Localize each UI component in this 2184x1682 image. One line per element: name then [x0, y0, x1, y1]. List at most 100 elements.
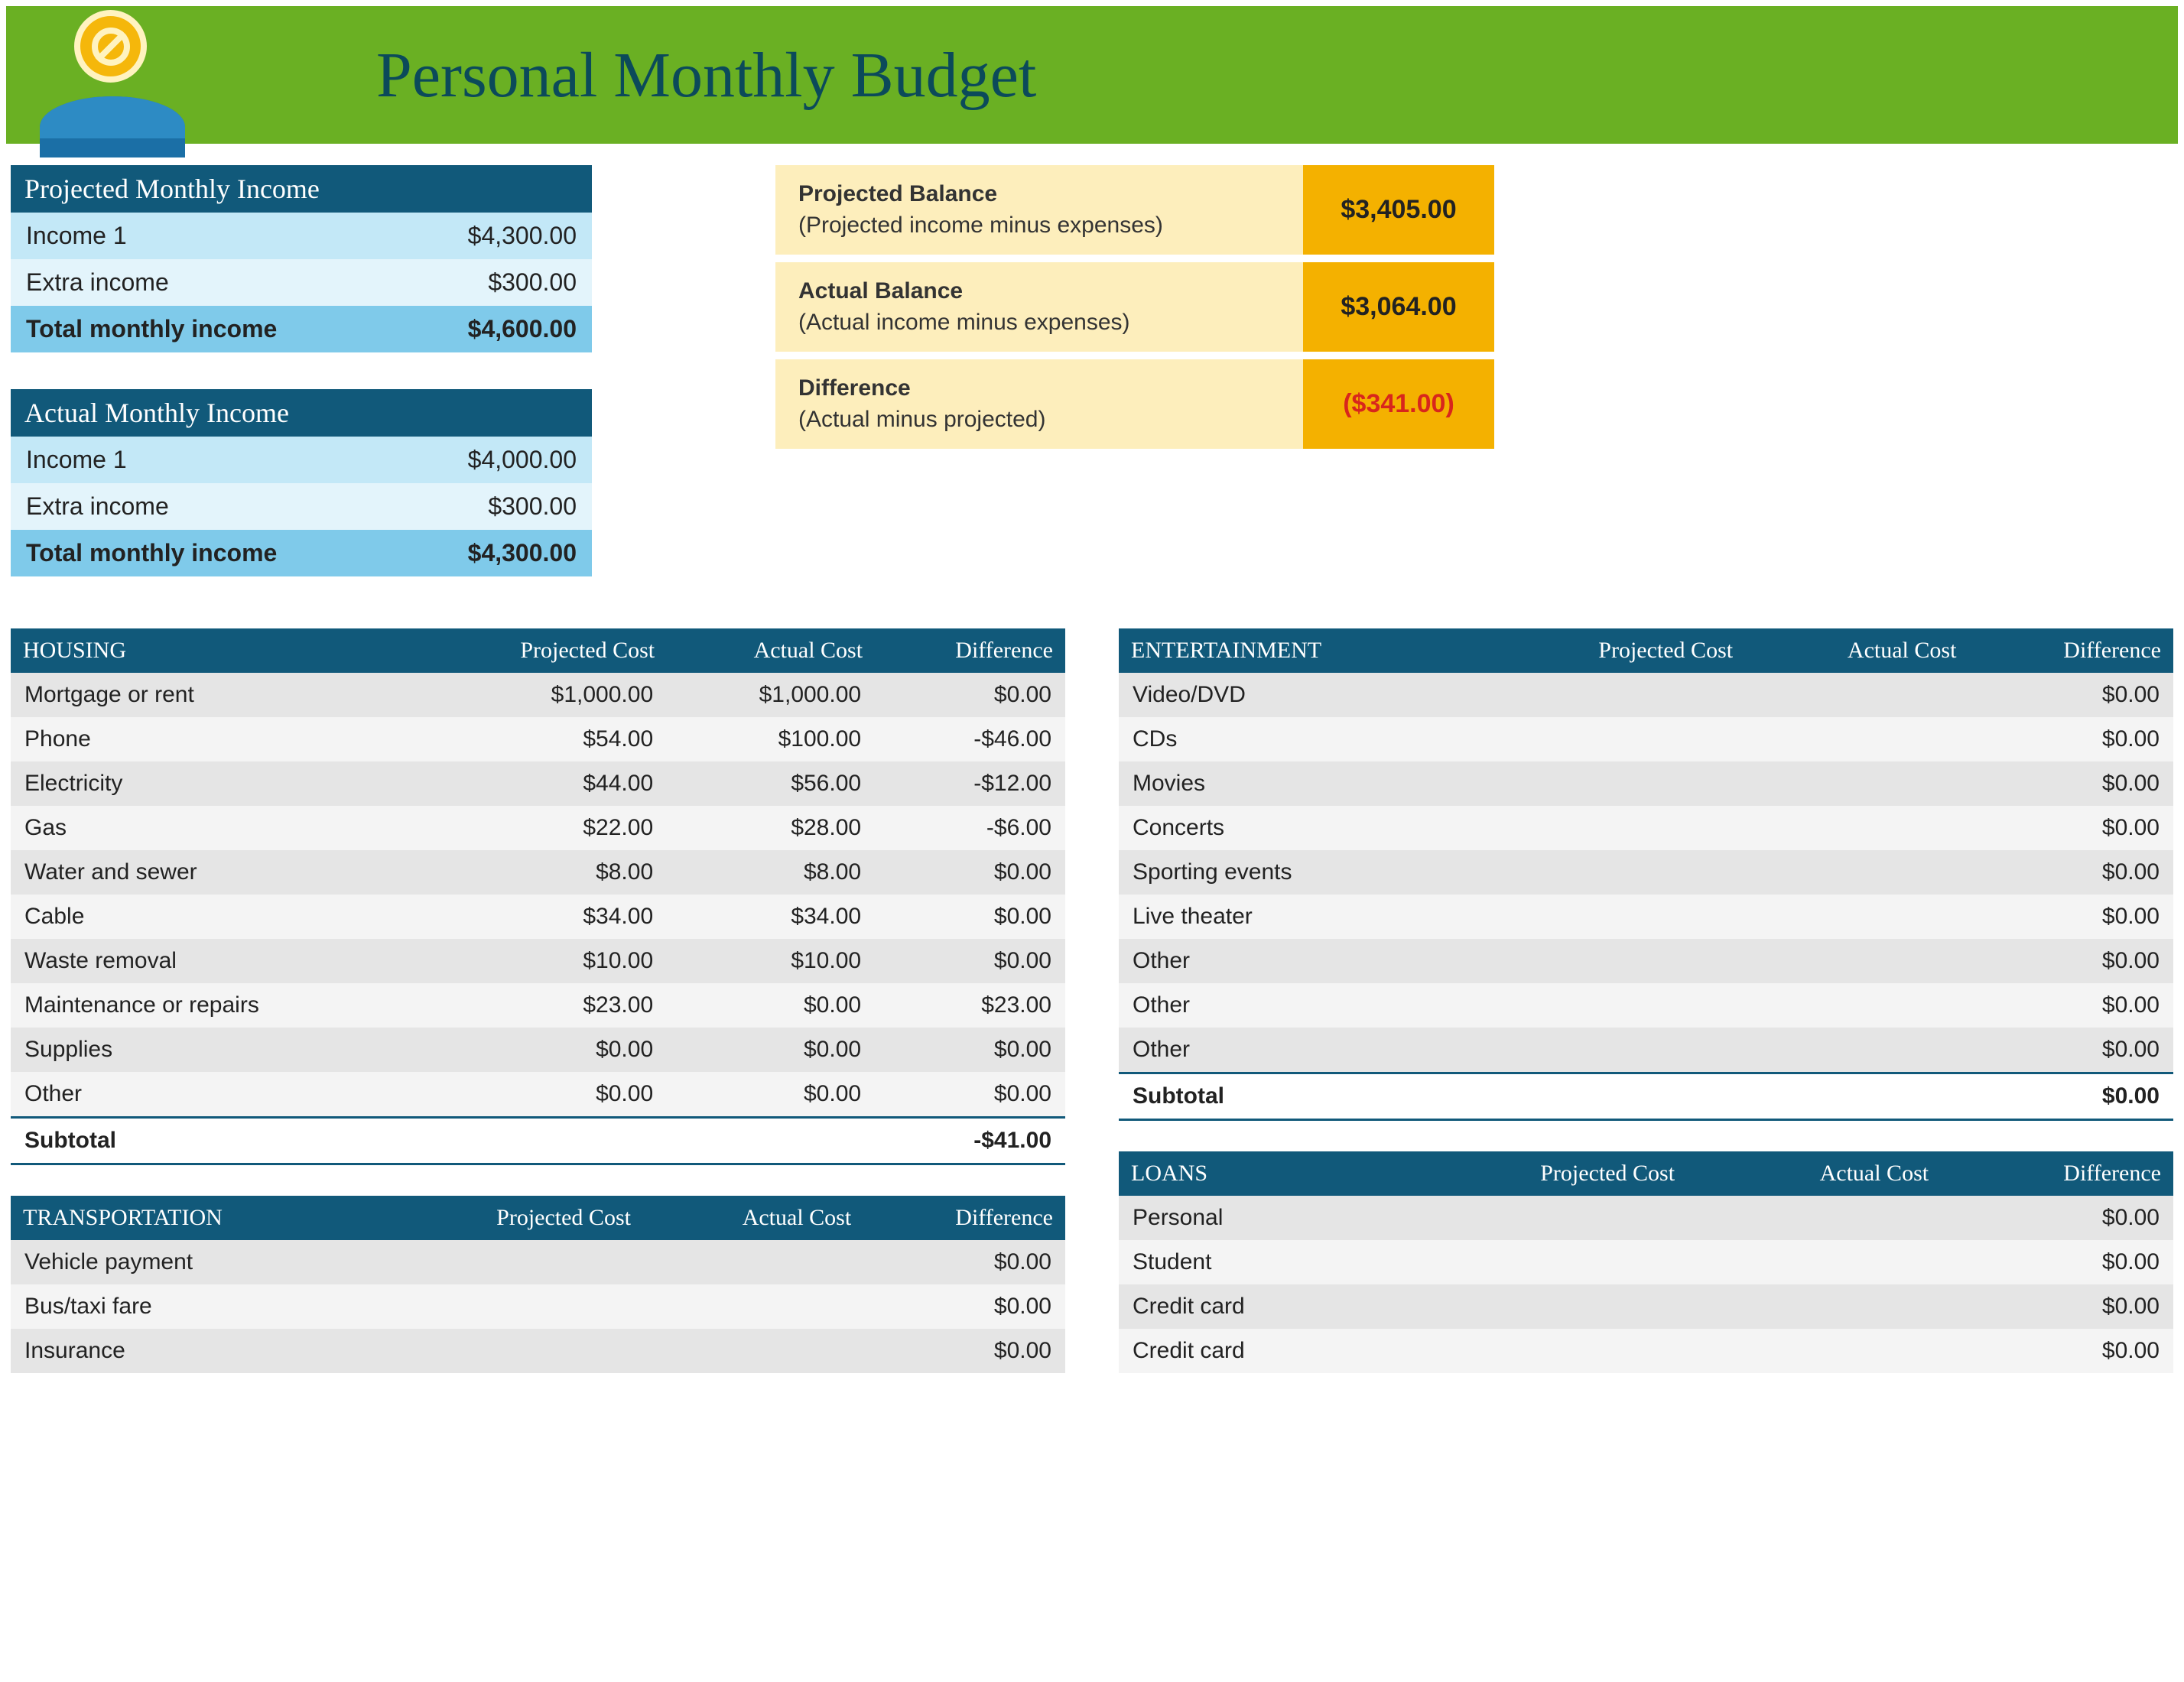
- row-value: [1479, 895, 1745, 939]
- row-value: -$12.00: [875, 761, 1065, 806]
- table-row: Electricity$44.00$56.00-$12.00: [11, 761, 1065, 806]
- row-label: Maintenance or repairs: [11, 983, 419, 1028]
- income-value: $300.00: [399, 259, 592, 306]
- row-value: -$46.00: [875, 717, 1065, 761]
- row-value: $10.00: [667, 939, 875, 983]
- row-value: [381, 1329, 643, 1373]
- income-label: Extra income: [11, 259, 399, 306]
- row-value: $0.00: [1968, 806, 2173, 850]
- row-value: $0.00: [1941, 1284, 2173, 1329]
- row-value: $0.00: [875, 895, 1065, 939]
- row-value: $0.00: [1968, 761, 2173, 806]
- income-label: Extra income: [11, 483, 399, 530]
- row-value: $34.00: [667, 895, 875, 939]
- row-value: $0.00: [875, 850, 1065, 895]
- column-header: Difference: [1968, 628, 2173, 673]
- row-value: $22.00: [419, 806, 667, 850]
- projected-income-table: Projected Monthly Income Income 1$4,300.…: [11, 165, 592, 352]
- table-row: Vehicle payment$0.00: [11, 1240, 1065, 1284]
- row-value: [1687, 1240, 1941, 1284]
- piggy-bank-icon: [40, 14, 177, 136]
- empty-cell: [1745, 1073, 1968, 1120]
- row-value: $0.00: [1968, 939, 2173, 983]
- balance-row: Projected Balance(Projected income minus…: [775, 165, 1494, 255]
- row-value: $0.00: [1968, 895, 2173, 939]
- row-value: [643, 1240, 863, 1284]
- row-label: Supplies: [11, 1028, 419, 1072]
- row-value: $0.00: [1941, 1240, 2173, 1284]
- row-value: [1687, 1329, 1941, 1373]
- table-row: Bus/taxi fare$0.00: [11, 1284, 1065, 1329]
- row-value: [1479, 850, 1745, 895]
- income-label: Income 1: [11, 213, 399, 259]
- balance-label: Projected Balance(Projected income minus…: [775, 165, 1303, 255]
- table-row: CDs$0.00: [1119, 717, 2173, 761]
- row-label: Other: [1119, 1028, 1479, 1073]
- row-label: Credit card: [1119, 1284, 1385, 1329]
- row-value: [1385, 1196, 1687, 1240]
- income-total-label: Total monthly income: [11, 306, 399, 352]
- row-value: $8.00: [419, 850, 667, 895]
- category-table: TRANSPORTATIONProjected CostActual CostD…: [11, 1196, 1065, 1373]
- row-value: $0.00: [1968, 717, 2173, 761]
- income-column: Projected Monthly Income Income 1$4,300.…: [11, 165, 592, 613]
- table-row: Other$0.00: [1119, 1028, 2173, 1073]
- row-value: $1,000.00: [419, 673, 667, 717]
- table-row: Other$0.00$0.00$0.00: [11, 1072, 1065, 1118]
- table-row: Concerts$0.00: [1119, 806, 2173, 850]
- row-value: $0.00: [875, 1028, 1065, 1072]
- table-row: Maintenance or repairs$23.00$0.00$23.00: [11, 983, 1065, 1028]
- row-value: $0.00: [863, 1284, 1065, 1329]
- row-value: $1,000.00: [667, 673, 875, 717]
- row-label: Electricity: [11, 761, 419, 806]
- category-table: LOANSProjected CostActual CostDifference…: [1119, 1151, 2173, 1373]
- row-value: -$6.00: [875, 806, 1065, 850]
- row-label: Cable: [11, 895, 419, 939]
- row-value: $0.00: [1941, 1196, 2173, 1240]
- row-value: $0.00: [667, 983, 875, 1028]
- row-value: $10.00: [419, 939, 667, 983]
- category-name: TRANSPORTATION: [11, 1196, 381, 1240]
- row-value: $56.00: [667, 761, 875, 806]
- row-value: [1479, 673, 1745, 717]
- column-header: Actual Cost: [1745, 628, 1968, 673]
- table-row: Phone$54.00$100.00-$46.00: [11, 717, 1065, 761]
- row-value: $8.00: [667, 850, 875, 895]
- row-value: [1479, 717, 1745, 761]
- row-value: $0.00: [863, 1240, 1065, 1284]
- subtotal-row: Subtotal-$41.00: [11, 1118, 1065, 1164]
- row-value: $23.00: [419, 983, 667, 1028]
- subtotal-label: Subtotal: [11, 1118, 419, 1164]
- row-value: [1745, 1028, 1968, 1073]
- row-value: $0.00: [863, 1329, 1065, 1373]
- income-total-value: $4,600.00: [399, 306, 592, 352]
- row-value: [1479, 806, 1745, 850]
- table-row: Personal $0.00: [1119, 1196, 2173, 1240]
- table-row: Water and sewer$8.00$8.00$0.00: [11, 850, 1065, 895]
- row-label: Live theater: [1119, 895, 1479, 939]
- row-label: Mortgage or rent: [11, 673, 419, 717]
- row-value: $0.00: [1941, 1329, 2173, 1373]
- income-total-label: Total monthly income: [11, 530, 399, 576]
- table-row: Student$0.00: [1119, 1240, 2173, 1284]
- table-row: Other$0.00: [1119, 939, 2173, 983]
- actual-income-table: Actual Monthly Income Income 1$4,000.00 …: [11, 389, 592, 576]
- row-value: $23.00: [875, 983, 1065, 1028]
- row-value: [1687, 1284, 1941, 1329]
- actual-income-title: Actual Monthly Income: [11, 389, 592, 437]
- category-column-left: HOUSINGProjected CostActual CostDifferen…: [11, 628, 1065, 1373]
- table-row: Movies$0.00: [1119, 761, 2173, 806]
- row-value: $0.00: [875, 1072, 1065, 1118]
- row-label: Water and sewer: [11, 850, 419, 895]
- row-value: [1745, 761, 1968, 806]
- income-label: Income 1: [11, 437, 399, 483]
- row-value: [643, 1284, 863, 1329]
- header-banner: Personal Monthly Budget: [6, 6, 2178, 144]
- column-header: Projected Cost: [1479, 628, 1745, 673]
- row-value: [1479, 939, 1745, 983]
- table-row: Credit card$0.00: [1119, 1329, 2173, 1373]
- row-value: [381, 1284, 643, 1329]
- table-row: Gas$22.00$28.00-$6.00: [11, 806, 1065, 850]
- balance-label: Actual Balance(Actual income minus expen…: [775, 262, 1303, 352]
- row-label: Personal: [1119, 1196, 1385, 1240]
